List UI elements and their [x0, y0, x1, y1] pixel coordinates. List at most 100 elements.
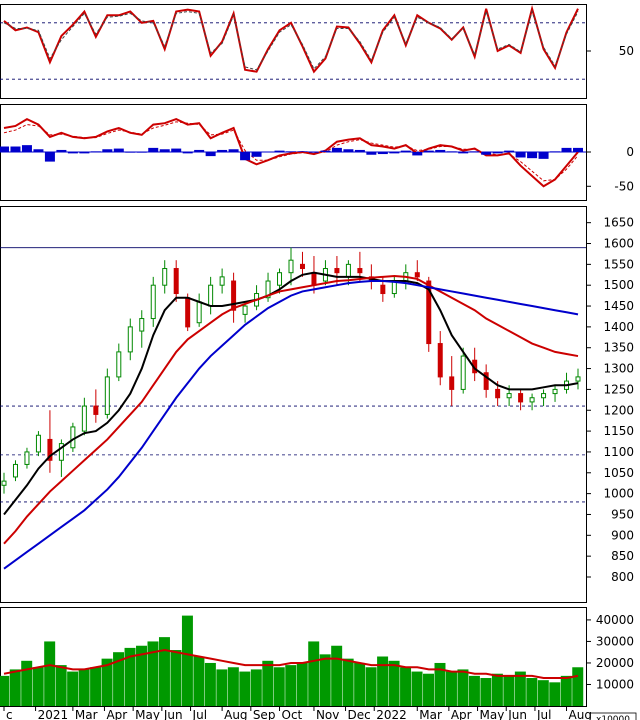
- x-tick-label-10: Nov: [316, 708, 339, 720]
- macd-histogram-bar-11: [125, 152, 136, 153]
- macd-histogram-bar-32: [366, 152, 377, 155]
- price-candle-47: [541, 393, 547, 399]
- price-y-tick-label-1: 1600: [603, 237, 634, 251]
- macd-histogram-bar-24: [274, 150, 285, 152]
- volume-bar-35: [400, 667, 412, 706]
- volume-bar-27: [308, 641, 320, 706]
- price-candle-39: [449, 376, 455, 390]
- price-y-tick-label-15: 900: [611, 528, 634, 542]
- price-candle-18: [208, 284, 214, 307]
- macd-histogram-bar-38: [435, 149, 446, 152]
- x-tick-label-4: May: [135, 708, 160, 720]
- volume-bar-22: [250, 669, 262, 706]
- macd-histogram-bar-46: [527, 152, 538, 159]
- x-tick-label-7: Aug: [224, 708, 247, 720]
- price-candle-27: [311, 272, 317, 286]
- price-candle-44: [506, 393, 512, 399]
- volume-bar-23: [262, 660, 274, 706]
- volume-bar-49: [560, 675, 572, 706]
- price-candle-31: [357, 268, 363, 274]
- price-candle-12: [139, 318, 145, 332]
- volume-bar-37: [423, 673, 434, 706]
- volume-unit-box: [589, 712, 637, 720]
- price-y-tick-label-3: 1500: [603, 278, 634, 292]
- x-tick-label-3: Apr: [106, 708, 127, 720]
- volume-bar-12: [136, 645, 147, 706]
- volume-bar-17: [193, 656, 205, 706]
- volume-bar-5: [55, 665, 67, 706]
- price-candle-30: [345, 263, 351, 278]
- volume-bar-30: [342, 658, 354, 706]
- price-y-tick-label-10: 1150: [603, 424, 634, 438]
- x-tick-label-9: Oct: [282, 708, 303, 720]
- price-candle-43: [495, 388, 501, 399]
- macd-histogram-bar-14: [159, 149, 170, 152]
- x-tick-label-11: Dec: [348, 708, 371, 720]
- macd-y-tick-label-0: 0: [626, 145, 634, 159]
- volume-bar-33: [377, 656, 389, 706]
- volume-bar-29: [331, 645, 343, 706]
- price-candle-9: [104, 376, 110, 415]
- macd-histogram-bar-49: [561, 147, 572, 152]
- volume-y-tick-label-3: 10000: [596, 677, 634, 691]
- price-candle-10: [116, 351, 122, 378]
- price-y-tick-label-12: 1050: [603, 466, 634, 480]
- volume-bar-41: [468, 675, 480, 706]
- price-y-tick-label-17: 800: [611, 570, 634, 584]
- x-tick-label-14: Apr: [451, 708, 472, 720]
- x-tick-label-5: Jun: [163, 708, 183, 720]
- chart-panels: 50 0 -50 1650 1600 1550 1500 1450 1400 1350 1300 12…: [0, 4, 637, 720]
- price-y-tick-label-6: 1350: [603, 341, 634, 355]
- x-tick-label-16: Jun: [507, 708, 527, 720]
- volume-bar-48: [549, 682, 561, 706]
- volume-y-tick-label-0: 40000: [596, 613, 634, 627]
- volume-bar-14: [158, 637, 170, 706]
- volume-series-line-0: [3, 649, 579, 680]
- macd-histogram-bar-6: [67, 152, 78, 154]
- macd-series-line-1: [3, 121, 579, 182]
- volume-bar-25: [285, 665, 297, 706]
- price-candle-8: [93, 405, 99, 415]
- macd-histogram-bar-42: [481, 152, 492, 155]
- volume-bar-43: [491, 673, 503, 706]
- macd-histogram-bar-35: [400, 150, 411, 152]
- volume-bar-6: [67, 671, 79, 706]
- price-y-tick-label-7: 1300: [603, 362, 634, 376]
- volume-bar-26: [296, 662, 308, 706]
- volume-bar-47: [537, 680, 549, 706]
- price-candle-25: [288, 259, 294, 274]
- macd-histogram-bar-0: [0, 146, 9, 152]
- macd-histogram-bar-47: [538, 152, 549, 159]
- macd-histogram-bar-22: [251, 152, 262, 157]
- macd-histogram-bar-26: [297, 151, 308, 152]
- price-candle-48: [552, 388, 558, 395]
- volume-bar-2: [21, 660, 33, 706]
- price-candle-14: [162, 268, 168, 286]
- x-tick-label-17: Jul: [536, 708, 551, 720]
- volume-bar-16: [181, 615, 193, 706]
- x-axis: c 2021 Mar Apr May Jun Jul Aug Sep Oct Nov Dec 2022 M…: [0, 706, 592, 720]
- price-candle-11: [127, 326, 133, 353]
- macd-histogram-bar-33: [377, 152, 388, 155]
- macd-histogram-bar-37: [423, 150, 434, 152]
- volume-bar-32: [365, 667, 377, 706]
- macd-histogram-bar-15: [171, 148, 182, 152]
- price-y-tick-label-0: 1650: [603, 216, 634, 230]
- volume-bar-7: [78, 669, 90, 706]
- price-candle-17: [196, 301, 202, 324]
- macd-histogram-bar-9: [102, 149, 113, 152]
- macd-histogram-bar-29: [331, 147, 342, 152]
- price-series-line-2: [3, 280, 579, 570]
- price-candle-42: [483, 372, 489, 390]
- x-tick-label-1: 2021: [38, 708, 69, 720]
- macd-histogram-bar-10: [113, 148, 124, 152]
- macd-histogram-bar-28: [320, 150, 331, 152]
- macd-histogram-bar-39: [446, 151, 457, 152]
- price-candle-50: [575, 376, 581, 382]
- volume-bar-3: [32, 667, 44, 706]
- price-candle-4: [47, 438, 53, 461]
- price-y-tick-label-5: 1400: [603, 320, 634, 334]
- price-y-tick-label-4: 1450: [603, 299, 634, 313]
- macd-histogram-bar-25: [286, 151, 296, 152]
- price-y-tick-label-11: 1100: [603, 445, 634, 459]
